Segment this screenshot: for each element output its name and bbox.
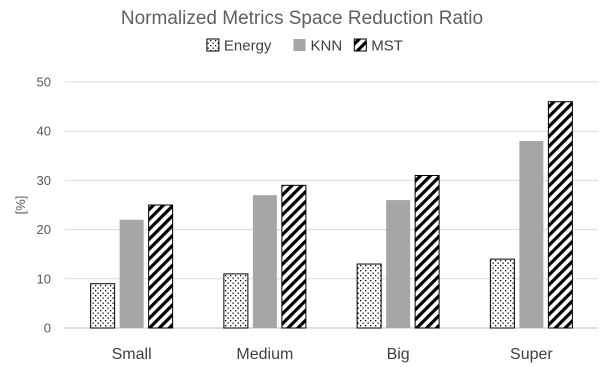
- legend-label: Energy: [224, 38, 272, 55]
- bar-knn-small: [119, 219, 144, 328]
- legend-swatch-energy: [206, 38, 220, 52]
- bar-knn-big: [386, 200, 411, 328]
- y-axis-title: [%]: [13, 196, 28, 215]
- bar-mst-medium: [281, 184, 307, 329]
- bar-energy-super: [489, 258, 515, 329]
- legend-swatch-mst: [353, 38, 367, 52]
- x-category-label: Big: [387, 346, 410, 363]
- y-tick-label: 40: [37, 124, 51, 139]
- y-tick-label: 10: [37, 271, 51, 286]
- y-tick-label: 20: [37, 222, 51, 237]
- bar-mst-small: [148, 204, 174, 329]
- x-axis-categories: Small Medium Big Super: [112, 346, 554, 363]
- y-tick-label: 30: [37, 173, 51, 188]
- legend-label: MST: [371, 38, 403, 55]
- x-category-label: Medium: [236, 346, 293, 363]
- legend: Energy KNN MST: [206, 38, 403, 55]
- bars: [90, 101, 573, 329]
- y-tick-label: 50: [37, 75, 51, 90]
- bar-knn-super: [519, 141, 544, 328]
- y-axis-ticks: 0 10 20 30 40 50: [37, 75, 51, 336]
- legend-swatch-knn: [293, 39, 306, 51]
- bar-mst-super: [547, 101, 573, 329]
- bar-energy-small: [90, 283, 116, 329]
- y-tick-label: 0: [44, 321, 51, 336]
- legend-label: KNN: [311, 38, 343, 55]
- bar-knn-medium: [252, 195, 277, 328]
- bar-energy-big: [356, 263, 382, 329]
- gridlines: [65, 81, 598, 329]
- x-category-label: Super: [510, 346, 553, 363]
- chart-title: Normalized Metrics Space Reduction Ratio: [121, 8, 483, 29]
- bar-mst-big: [414, 174, 440, 329]
- x-category-label: Small: [112, 346, 152, 363]
- bar-energy-medium: [223, 273, 249, 329]
